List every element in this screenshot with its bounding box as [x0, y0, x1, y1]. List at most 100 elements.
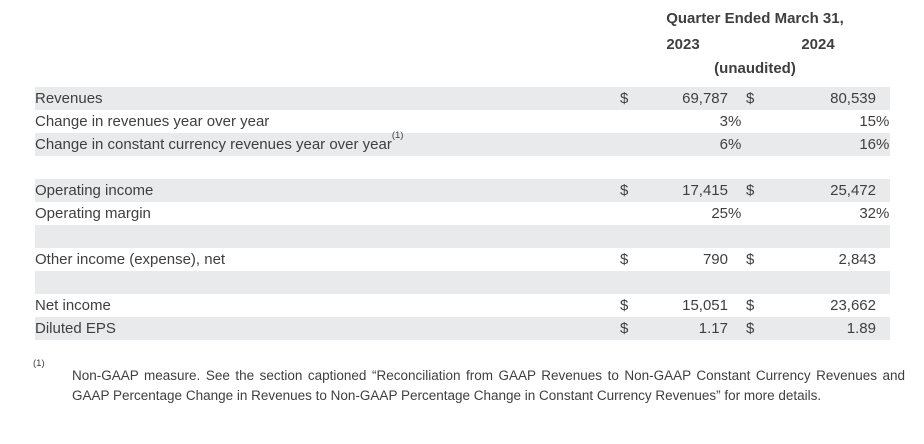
- percent-suffix: %: [728, 205, 742, 222]
- value-cell: 80,539: [830, 90, 876, 107]
- currency-symbol: [620, 202, 642, 225]
- currency-symbol: [620, 133, 642, 156]
- row-label: [35, 156, 620, 179]
- currency-symbol: [746, 156, 770, 179]
- value-cell: 25: [711, 205, 728, 222]
- currency-symbol: $: [746, 320, 755, 337]
- value-cell: 32: [859, 205, 876, 222]
- value-cell: [642, 225, 728, 248]
- value-cell: 1.17: [698, 320, 728, 337]
- table-column-header: Quarter Ended March 31, 2023 2024 (unaud…: [620, 10, 890, 77]
- table-row: Other income (expense), net $790 $2,843: [35, 248, 890, 271]
- value-cell: 17,415: [682, 182, 728, 199]
- currency-symbol: $: [620, 251, 629, 268]
- currency-symbol: $: [746, 90, 755, 107]
- row-label: Operating income: [35, 182, 154, 199]
- value-cell: 25,472: [830, 182, 876, 199]
- spacer-row: [35, 156, 890, 179]
- row-label: Net income: [35, 297, 111, 314]
- period-title: Quarter Ended March 31,: [666, 10, 844, 27]
- value-cell: 1.89: [846, 320, 876, 337]
- percent-suffix: [728, 317, 746, 340]
- value-cell: 15: [859, 113, 876, 130]
- footnote-reference: (1): [391, 130, 404, 141]
- percent-suffix: [876, 225, 890, 248]
- value-cell: [642, 271, 728, 294]
- year-2023-header: 2023: [666, 36, 700, 53]
- currency-symbol: [746, 202, 770, 225]
- footnote-marker: (1): [33, 358, 45, 369]
- financial-table-body: Revenues $69,787 $80,539 Change in revenues…: [35, 87, 890, 340]
- currency-symbol: [620, 156, 642, 179]
- financial-table: Revenues $69,787 $80,539 Change in revenues…: [35, 87, 890, 340]
- value-cell: 2,843: [838, 251, 876, 268]
- spacer-row: [35, 225, 890, 248]
- value-cell: [770, 225, 876, 248]
- percent-suffix: [728, 179, 746, 202]
- percent-suffix: %: [876, 113, 890, 130]
- percent-suffix: [876, 271, 890, 294]
- value-cell: [770, 271, 876, 294]
- table-row: Operating margin 25% 32%: [35, 202, 890, 225]
- value-cell: 3: [719, 113, 728, 130]
- table-row: Revenues $69,787 $80,539: [35, 87, 890, 110]
- value-cell: [642, 156, 728, 179]
- currency-symbol: $: [620, 297, 629, 314]
- percent-suffix: [876, 87, 890, 110]
- table-row: Net income $15,051 $23,662: [35, 294, 890, 317]
- percent-suffix: [876, 248, 890, 271]
- percent-suffix: [728, 225, 746, 248]
- currency-symbol: $: [746, 297, 755, 314]
- row-label: Revenues: [35, 90, 103, 107]
- row-label: Operating margin: [35, 205, 151, 222]
- value-cell: 6: [719, 136, 728, 153]
- value-cell: 69,787: [682, 90, 728, 107]
- percent-suffix: [728, 248, 746, 271]
- percent-suffix: [728, 156, 746, 179]
- currency-symbol: [620, 225, 642, 248]
- currency-symbol: [620, 271, 642, 294]
- row-label: Other income (expense), net: [35, 251, 226, 268]
- value-cell: 16: [859, 136, 876, 153]
- currency-symbol: [620, 110, 642, 133]
- percent-suffix: %: [876, 205, 890, 222]
- percent-suffix: %: [728, 113, 742, 130]
- percent-suffix: [876, 317, 890, 340]
- percent-suffix: [876, 294, 890, 317]
- table-row: Change in revenues year over year 3% 15%: [35, 110, 890, 133]
- value-cell: 23,662: [830, 297, 876, 314]
- currency-symbol: [746, 225, 770, 248]
- percent-suffix: [728, 87, 746, 110]
- percent-suffix: [728, 271, 746, 294]
- value-cell: [770, 156, 876, 179]
- row-label: Diluted EPS: [35, 320, 116, 337]
- footnote-text: Non-GAAP measure. See the section captio…: [72, 368, 905, 403]
- currency-symbol: $: [620, 182, 629, 199]
- currency-symbol: [746, 110, 770, 133]
- percent-suffix: %: [876, 136, 890, 153]
- table-row: Change in constant currency revenues yea…: [35, 130, 890, 156]
- row-label: [35, 271, 620, 294]
- percent-suffix: [876, 156, 890, 179]
- currency-symbol: $: [620, 320, 629, 337]
- value-cell: 790: [702, 251, 728, 268]
- currency-symbol: $: [746, 251, 755, 268]
- row-label: Change in constant currency revenues yea…: [35, 130, 404, 153]
- percent-suffix: [876, 179, 890, 202]
- percent-suffix: %: [728, 136, 742, 153]
- spacer-row: [35, 271, 890, 294]
- unaudited-label: (unaudited): [714, 60, 796, 77]
- year-columns: 2023 2024: [620, 36, 890, 53]
- percent-suffix: [728, 294, 746, 317]
- currency-symbol: $: [746, 182, 755, 199]
- year-2024-header: 2024: [801, 36, 835, 53]
- currency-symbol: [746, 133, 770, 156]
- currency-symbol: $: [620, 90, 629, 107]
- value-cell: 15,051: [682, 297, 728, 314]
- row-label: Change in revenues year over year: [35, 113, 270, 130]
- table-row: Diluted EPS $1.17 $1.89: [35, 317, 890, 340]
- table-row: Operating income $17,415 $25,472: [35, 179, 890, 202]
- footnote: (1) Non-GAAP measure. See the section ca…: [33, 358, 905, 405]
- currency-symbol: [746, 271, 770, 294]
